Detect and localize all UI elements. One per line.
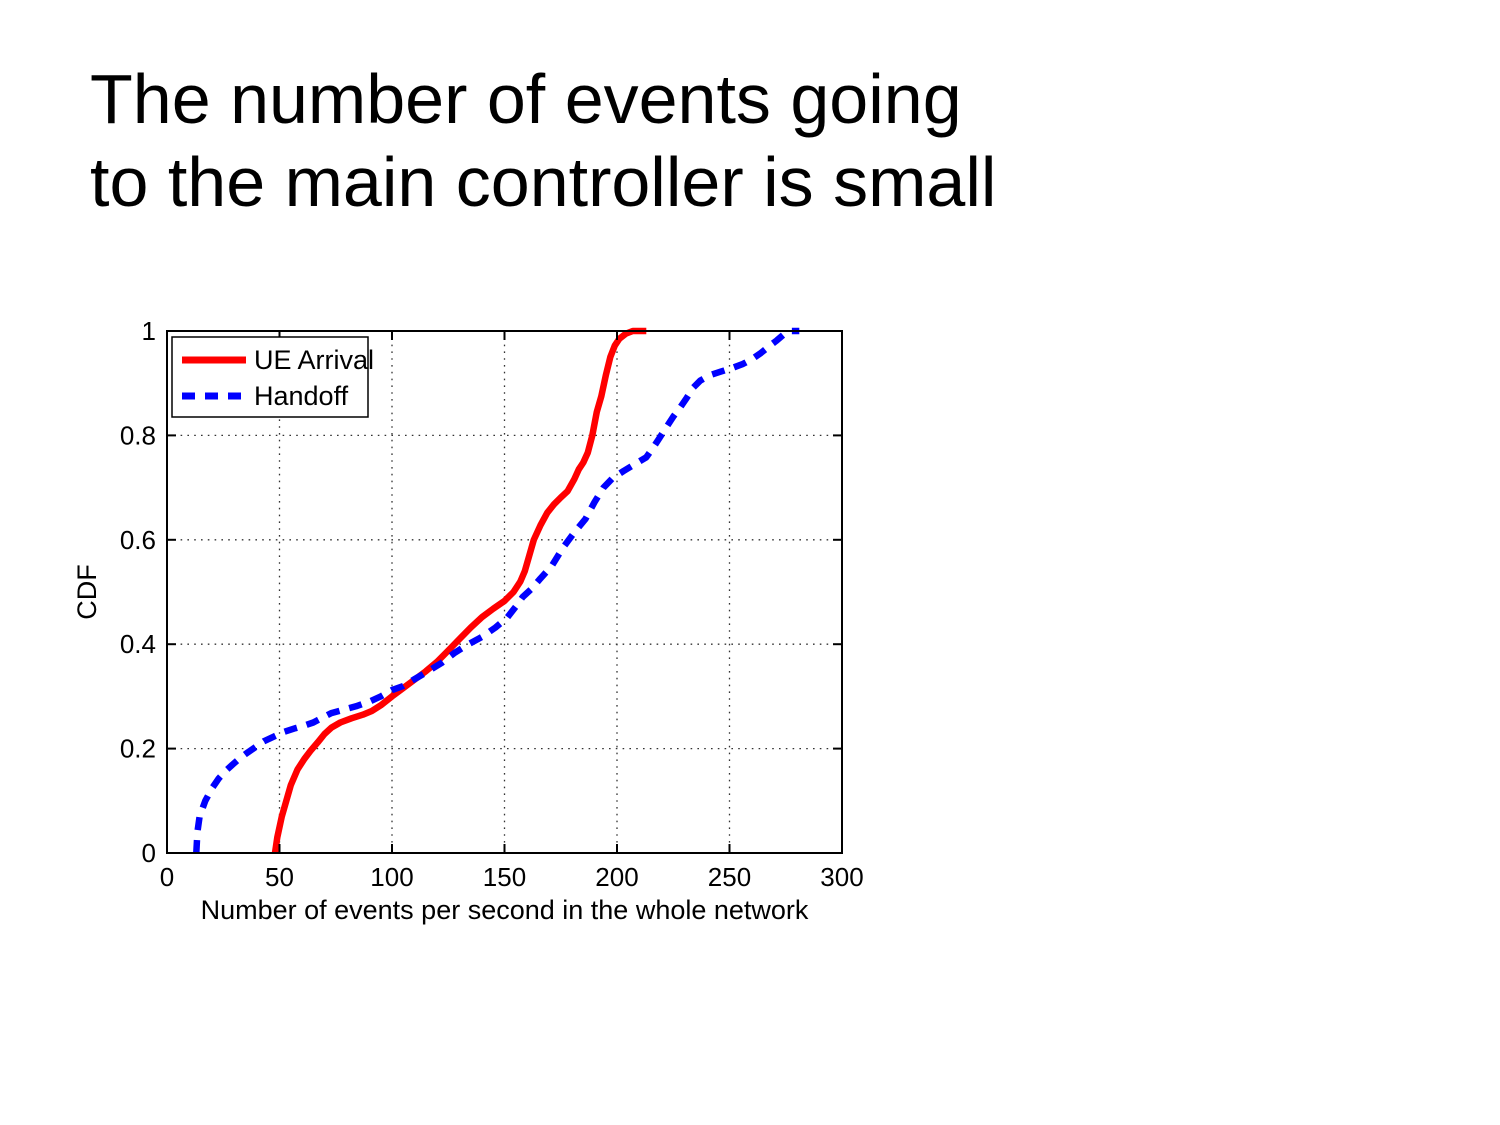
legend-box bbox=[171, 336, 369, 418]
x-tick-label: 100 bbox=[370, 862, 413, 892]
cdf-plot: 0 50 100 150 200 250 300 0 0.2 0.4 0.6 0.8 1 Number o… bbox=[72, 316, 864, 925]
x-tick-label: 50 bbox=[265, 862, 294, 892]
y-tick-label: 0.8 bbox=[120, 420, 156, 450]
slide-title: The number of events going to the main c… bbox=[90, 58, 996, 224]
slide-title-line-2: to the main controller is small bbox=[90, 143, 997, 221]
y-tick-label: 0.4 bbox=[120, 629, 156, 659]
slide-title-line-1: The number of events going bbox=[90, 60, 962, 138]
x-tick-label: 300 bbox=[820, 862, 863, 892]
legend-label: UE Arrival bbox=[254, 345, 374, 375]
y-axis-label: CDF bbox=[72, 564, 102, 620]
series-line-handoff bbox=[193, 327, 800, 854]
legend-label: Handoff bbox=[254, 381, 349, 411]
y-tick-label: 0.2 bbox=[120, 734, 156, 764]
x-axis-label: Number of events per second in the whole… bbox=[201, 895, 809, 925]
x-tick-label: 200 bbox=[595, 862, 638, 892]
x-tick-label: 0 bbox=[160, 862, 174, 892]
y-tick-label: 0.6 bbox=[120, 525, 156, 555]
y-tick-label: 1 bbox=[142, 316, 156, 346]
series-line-ue-arrival bbox=[271, 327, 647, 854]
x-tick-label: 250 bbox=[708, 862, 751, 892]
y-tick-label: 0 bbox=[142, 838, 156, 868]
x-tick-label: 150 bbox=[483, 862, 526, 892]
cdf-chart: 0 50 100 150 200 250 300 0 0.2 0.4 0.6 0.8 1 Number o… bbox=[60, 300, 900, 940]
